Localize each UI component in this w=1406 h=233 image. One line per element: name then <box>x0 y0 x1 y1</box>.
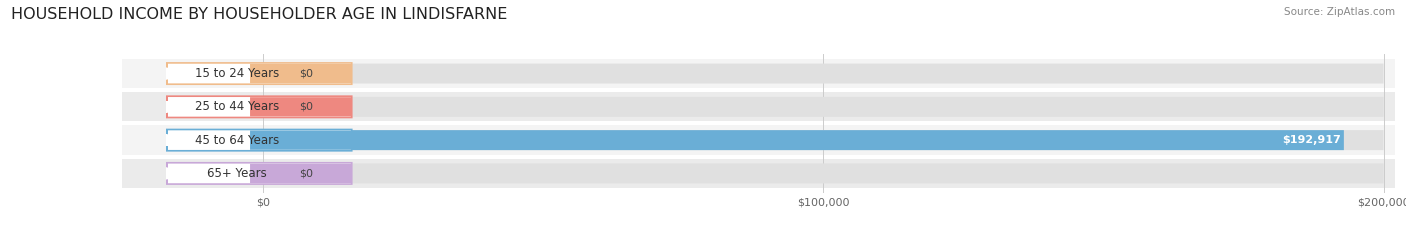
Text: HOUSEHOLD INCOME BY HOUSEHOLDER AGE IN LINDISFARNE: HOUSEHOLD INCOME BY HOUSEHOLDER AGE IN L… <box>11 7 508 22</box>
FancyBboxPatch shape <box>122 59 1395 88</box>
FancyBboxPatch shape <box>263 97 1384 117</box>
FancyBboxPatch shape <box>250 97 352 116</box>
Text: 25 to 44 Years: 25 to 44 Years <box>195 100 280 113</box>
FancyBboxPatch shape <box>263 97 288 117</box>
FancyBboxPatch shape <box>167 96 352 117</box>
FancyBboxPatch shape <box>263 64 288 84</box>
FancyBboxPatch shape <box>263 130 1384 150</box>
Text: $0: $0 <box>299 168 314 178</box>
FancyBboxPatch shape <box>263 163 1384 183</box>
Text: $0: $0 <box>299 102 314 112</box>
FancyBboxPatch shape <box>122 126 1395 155</box>
Text: 65+ Years: 65+ Years <box>207 167 267 180</box>
FancyBboxPatch shape <box>122 92 1395 121</box>
Text: $0: $0 <box>299 69 314 79</box>
FancyBboxPatch shape <box>167 63 352 84</box>
Text: 15 to 24 Years: 15 to 24 Years <box>195 67 280 80</box>
FancyBboxPatch shape <box>263 163 288 183</box>
FancyBboxPatch shape <box>263 130 1344 150</box>
Text: $192,917: $192,917 <box>1282 135 1340 145</box>
FancyBboxPatch shape <box>167 130 352 151</box>
Text: Source: ZipAtlas.com: Source: ZipAtlas.com <box>1284 7 1395 17</box>
FancyBboxPatch shape <box>263 64 1384 84</box>
FancyBboxPatch shape <box>250 64 352 83</box>
FancyBboxPatch shape <box>122 159 1395 188</box>
FancyBboxPatch shape <box>250 164 352 183</box>
FancyBboxPatch shape <box>250 130 352 150</box>
Text: 45 to 64 Years: 45 to 64 Years <box>195 134 280 147</box>
FancyBboxPatch shape <box>167 163 352 184</box>
